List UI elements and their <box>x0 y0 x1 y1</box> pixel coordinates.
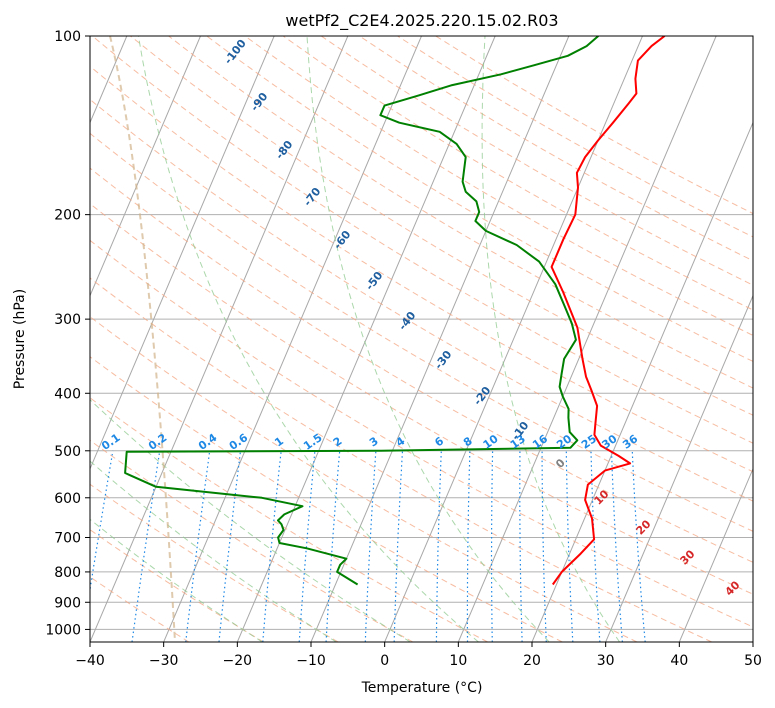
y-tick-label: 900 <box>54 595 81 611</box>
x-tick-label: 30 <box>597 653 615 669</box>
dry-adiabat-line <box>90 239 753 628</box>
dry-adiabat-line <box>244 36 753 336</box>
dewpoint-profile-line <box>124 36 599 586</box>
isotherm-line <box>163 36 422 642</box>
moist-adiabat-line <box>137 36 479 642</box>
mixing-ratio-line <box>325 450 341 642</box>
dry-adiabat-line <box>90 529 264 642</box>
dry-adiabat-line <box>90 132 753 532</box>
x-tick-label: −20 <box>223 653 253 669</box>
temperature-profile-line <box>550 36 666 586</box>
mixing-ratio-line <box>519 450 523 642</box>
isotherm-line <box>90 36 275 471</box>
mixing-ratio-line <box>565 450 574 642</box>
mixing-ratio-line <box>364 450 377 642</box>
moist-adiabat-line <box>481 36 621 642</box>
mixing-ratio-line <box>435 450 442 642</box>
dry-adiabat-line <box>168 36 753 389</box>
dry-adiabat-line <box>90 167 753 563</box>
x-tick-label: 0 <box>380 653 389 669</box>
mixing-ratio-line <box>466 450 471 642</box>
reference-arc <box>109 36 176 642</box>
y-tick-label: 300 <box>54 312 81 328</box>
x-axis: −40 −30 −20 −10 0 10 20 30 40 50 <box>75 642 762 669</box>
x-tick-label: 20 <box>523 653 541 669</box>
moist-adiabat-line <box>90 399 411 642</box>
x-tick-label: −30 <box>149 653 179 669</box>
isotherm-line <box>90 36 349 642</box>
y-axis-title: Pressure (hPa) <box>12 289 28 389</box>
mixing-ratio-line <box>490 450 494 642</box>
y-tick-label: 1000 <box>45 622 81 638</box>
y-tick-label: 800 <box>54 565 81 581</box>
mixing-ratio-line <box>262 450 282 642</box>
moist-adiabat-line <box>306 36 550 642</box>
dry-adiabat-line <box>90 356 563 642</box>
dry-adiabat-line <box>90 483 339 642</box>
dry-adiabat-line <box>90 277 712 642</box>
mixing-ratio-line <box>610 450 623 642</box>
x-tick-label: −40 <box>75 653 105 669</box>
dry-adiabat-line <box>91 36 753 444</box>
isotherm-line <box>90 36 201 297</box>
y-tick-label: 400 <box>54 386 81 402</box>
isotherm-line <box>605 294 753 642</box>
mixing-ratio-line <box>185 450 211 642</box>
y-tick-label: 200 <box>54 208 81 224</box>
chart-title: wetPf2_C2E4.2025.220.15.02.R03 <box>285 11 558 31</box>
plot-background <box>90 36 753 642</box>
y-tick-label: 500 <box>54 444 81 460</box>
isotherm-line <box>531 121 753 642</box>
y-tick-label: 600 <box>54 491 81 507</box>
dry-adiabat-line <box>90 203 753 595</box>
x-tick-label: −10 <box>296 653 326 669</box>
x-tick-label: 50 <box>744 653 762 669</box>
y-tick-label: 100 <box>54 29 81 45</box>
isotherm-line <box>678 467 753 642</box>
plot-frame <box>89 35 754 643</box>
sounding-profiles <box>124 36 666 586</box>
x-axis-title: Temperature (°C) <box>361 680 483 696</box>
dry-adiabat-line <box>90 316 638 642</box>
mixing-ratio-line <box>393 450 404 642</box>
background-lines <box>90 36 753 642</box>
dry-adiabat-line <box>90 98 753 502</box>
dry-adiabat-line <box>130 36 753 416</box>
isotherm-line <box>236 36 496 642</box>
x-tick-label: 10 <box>449 653 467 669</box>
mixing-ratio-line <box>90 450 114 594</box>
mixing-ratio-line <box>590 450 601 642</box>
isotherm-line <box>457 36 717 642</box>
mixing-ratio-line <box>541 450 547 642</box>
dry-adiabat-line <box>282 36 753 311</box>
isotherm-line <box>384 36 643 642</box>
y-tick-label: 700 <box>54 531 81 547</box>
mixing-ratio-line <box>131 450 161 642</box>
x-tick-label: 40 <box>670 653 688 669</box>
mixing-ratio-line <box>631 450 646 642</box>
mixing-ratio-line <box>298 450 316 642</box>
y-axis: 100 200 300 400 500 600 700 800 900 1000 <box>45 29 90 638</box>
dry-adiabat-line <box>90 397 488 642</box>
